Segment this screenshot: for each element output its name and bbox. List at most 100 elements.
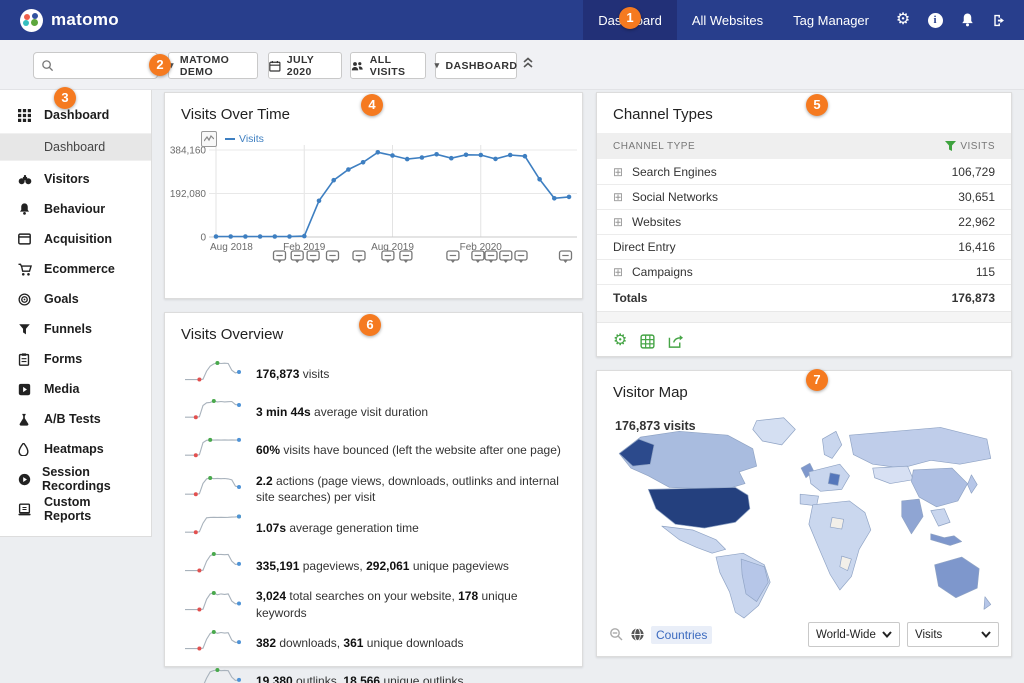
export-image-icon[interactable] — [201, 131, 217, 147]
sort-funnel-icon — [945, 140, 957, 151]
sidebar-item-a-b-tests[interactable]: A/B Tests — [0, 404, 151, 434]
sidebar-item-heatmaps[interactable]: Heatmaps — [0, 434, 151, 464]
report-icon — [18, 502, 33, 517]
sidebar-item-dashboard[interactable]: Dashboard — [0, 100, 151, 130]
widget-title: Visitor Map — [613, 384, 688, 401]
clipboard-icon — [18, 352, 33, 367]
dashboard-selector-button[interactable]: ▾ DASHBOARD — [435, 52, 517, 79]
zoom-out-icon[interactable] — [609, 627, 624, 642]
matomo-logo[interactable]: matomo — [0, 8, 119, 32]
sidebar-item-media[interactable]: Media — [0, 374, 151, 404]
overview-row: 3 min 44s average visit duration — [183, 397, 566, 428]
annotation-badge-3: 3 — [54, 87, 76, 109]
globe-icon[interactable] — [630, 627, 645, 642]
search-icon — [42, 60, 54, 72]
expand-plus-icon[interactable]: ⊞ — [613, 265, 624, 279]
sidebar-item-visitors[interactable]: Visitors — [0, 164, 151, 194]
sparkline-chart — [183, 435, 241, 466]
channel-row-websites[interactable]: ⊞ Websites 22,962 — [597, 209, 1011, 234]
site-selector-button[interactable]: ▾ MATOMO DEMO — [168, 52, 258, 79]
caret-down-icon: ▾ — [434, 60, 440, 70]
overview-row: 2.2 actions (page views, downloads, outl… — [183, 473, 566, 505]
sidebar-item-session-recordings[interactable]: Session Recordings — [0, 464, 151, 494]
channel-row-totals: Totals 176,873 — [597, 284, 1011, 311]
channel-row-search-engines[interactable]: ⊞ Search Engines 106,729 — [613, 164, 995, 179]
annotation-badge-6: 6 — [359, 314, 381, 336]
countries-link[interactable]: Countries — [651, 625, 713, 644]
svg-text:Feb 2020: Feb 2020 — [460, 242, 503, 253]
annotation-marker-icon — [446, 250, 460, 263]
sparkline-chart — [183, 628, 241, 659]
chevron-down-icon — [882, 631, 892, 638]
expand-plus-icon[interactable]: ⊞ — [613, 164, 624, 179]
collapse-header-icon[interactable] — [522, 56, 534, 74]
map-footer: Countries World-Wide Visits — [609, 622, 999, 647]
channel-table-body: ⊞ Search Engines 106,729 ⊞ Social Networks 30… — [597, 159, 1011, 311]
svg-text:Feb 2019: Feb 2019 — [283, 242, 326, 253]
info-icon[interactable]: i — [922, 7, 948, 33]
svg-text:Aug 2019: Aug 2019 — [371, 242, 414, 253]
report-settings-icon[interactable]: ⚙ — [613, 332, 628, 349]
matomo-logo-icon — [20, 8, 43, 32]
annotation-marker-icon — [272, 250, 287, 263]
segment-selector-button[interactable]: ALL VISITS — [350, 52, 426, 79]
sidebar-item-funnels[interactable]: Funnels — [0, 314, 151, 344]
notifications-icon[interactable] — [954, 7, 980, 33]
channel-table-header[interactable]: Channel Type Visits — [597, 133, 1011, 159]
export-icon[interactable] — [668, 334, 684, 349]
svg-text:Aug 2018: Aug 2018 — [210, 242, 253, 253]
annotation-marker-icon — [290, 250, 304, 263]
search-input[interactable] — [54, 59, 144, 72]
widget-channel-types: Channel Types Channel Type Visits ⊞ Searc… — [596, 92, 1012, 357]
sidebar-item-forms[interactable]: Forms — [0, 344, 151, 374]
sidebar: Dashboard Dashboard Visitors Behaviour Acqui… — [0, 90, 152, 537]
metric-select[interactable]: Visits — [907, 622, 999, 647]
annotation-badge-5: 5 — [806, 94, 828, 116]
nav-tab-tag-manager[interactable]: Tag Manager — [793, 12, 869, 28]
expand-plus-icon[interactable]: ⊞ — [613, 190, 624, 204]
window-icon — [18, 232, 33, 247]
settings-icon[interactable]: ⚙ — [895, 11, 911, 28]
map-visits-label: 176,873 visits — [615, 419, 696, 433]
caret-down-icon: ▾ — [169, 60, 174, 70]
overview-row: 3,024 total searches on your website, 17… — [183, 588, 566, 620]
legend-line-icon — [225, 138, 235, 140]
sidebar-item-ecommerce[interactable]: Ecommerce — [0, 254, 151, 284]
sidebar-item-dashboard-sub[interactable]: Dashboard — [0, 133, 151, 161]
region-select[interactable]: World-Wide — [808, 622, 900, 647]
nav-tab-all-websites[interactable]: All Websites — [691, 12, 764, 28]
sidebar-item-behaviour[interactable]: Behaviour — [0, 194, 151, 224]
channel-row-campaigns[interactable]: ⊞ Campaigns 115 — [597, 259, 1011, 284]
visits-line-chart[interactable]: 384,160 192,080 0 Aug 2018 Feb 2019 Aug 2019 F… — [165, 129, 582, 274]
period-selector-button[interactable]: JULY 2020 — [268, 52, 342, 79]
search-box[interactable] — [33, 52, 158, 79]
signout-icon[interactable] — [986, 7, 1012, 33]
table-icon[interactable] — [640, 333, 655, 349]
chart-legend-visits[interactable]: Visits — [225, 133, 264, 145]
annotation-marker-icon — [399, 250, 413, 263]
overview-row: 382 downloads, 361 unique downloads — [183, 628, 566, 659]
overview-row: 60% visits have bounced (left the websit… — [183, 435, 566, 466]
sidebar-item-goals[interactable]: Goals — [0, 284, 151, 314]
annotation-marker-icon — [484, 250, 498, 263]
overview-row: 19,380 outlinks, 18,566 unique outlinks — [183, 666, 566, 683]
expand-plus-icon[interactable]: ⊞ — [613, 215, 624, 229]
sidebar-item-acquisition[interactable]: Acquisition — [0, 224, 151, 254]
annotation-marker-icon — [471, 250, 485, 263]
play-circle-icon — [18, 472, 31, 487]
svg-text:192,080: 192,080 — [170, 189, 207, 200]
sparkline-chart — [183, 512, 241, 543]
annotation-marker-icon — [558, 250, 573, 263]
channel-row-social-networks[interactable]: ⊞ Social Networks 30,651 — [597, 184, 1011, 209]
sparkline-chart — [183, 397, 241, 428]
annotation-marker-icon — [325, 250, 340, 263]
annotation-marker-icon — [306, 250, 320, 263]
sidebar-item-custom-reports[interactable]: Custom Reports — [0, 494, 151, 524]
visitors-icon — [18, 172, 33, 187]
sparkline-chart — [183, 589, 241, 620]
widget-visits-over-time: Visits Over Time Visits 384,160 192,080 0 A… — [164, 92, 583, 299]
world-choropleth-map[interactable] — [605, 411, 1005, 619]
annotation-marker-icon — [381, 250, 395, 263]
channel-row-direct-entry[interactable]: Direct Entry 16,416 — [597, 234, 1011, 259]
